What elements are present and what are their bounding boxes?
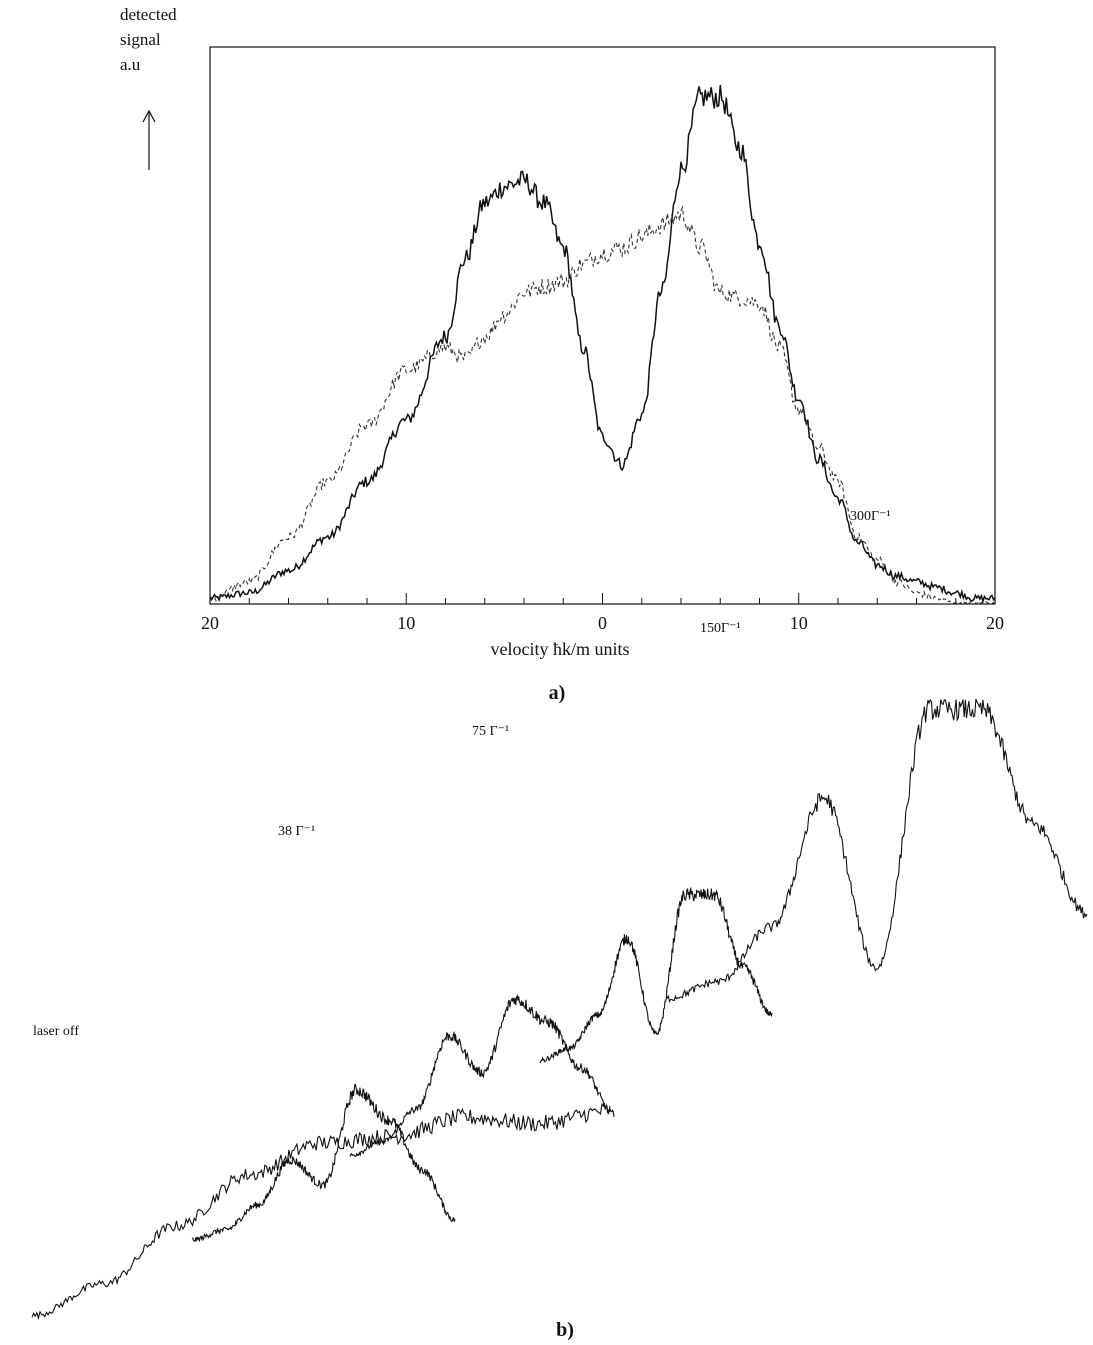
waterfall-trace — [539, 886, 773, 1064]
x-tick-label: 20 — [986, 613, 1004, 633]
waterfall-trace — [349, 993, 615, 1158]
y-axis-label-line-1: detected — [120, 5, 177, 24]
waterfall-series-group — [31, 698, 1088, 1321]
waterfall-trace — [31, 1102, 611, 1321]
panel-b-chart: laser off 38 Γ⁻¹ 75 Γ⁻¹ 150Γ⁻¹ 300Γ⁻¹ b) — [31, 509, 1088, 1341]
waterfall-trace — [665, 698, 1088, 1003]
series-line-solid — [209, 85, 996, 605]
trace-label-150: 150Γ⁻¹ — [700, 621, 741, 636]
trace-label-laser-off: laser off — [33, 1024, 79, 1039]
y-axis-label-line-3: a.u — [120, 55, 141, 74]
y-axis-label-line-2: signal — [120, 30, 161, 49]
panel-a-chart: detected signal a.u 20 10 0 10 20 velocity ħ… — [120, 5, 1004, 704]
x-axis-label: velocity ħk/m units — [491, 639, 630, 659]
series-line-dashed — [209, 205, 995, 605]
x-axis-tick-labels: 20 10 0 10 20 — [201, 613, 1004, 633]
series-group — [209, 85, 996, 605]
trace-label-38: 38 Γ⁻¹ — [278, 824, 315, 839]
up-arrow-icon — [142, 109, 156, 170]
panel-a-label: a) — [549, 682, 566, 704]
x-tick-label: 20 — [201, 613, 219, 633]
trace-label-75: 75 Γ⁻¹ — [472, 724, 509, 739]
x-tick-label: 10 — [397, 613, 415, 633]
x-tick-label: 0 — [598, 613, 607, 633]
x-tick-label: 10 — [790, 613, 808, 633]
waterfall-trace — [191, 1083, 456, 1242]
x-axis-ticks — [209, 593, 996, 604]
trace-label-300: 300Γ⁻¹ — [850, 509, 891, 524]
panel-b-label: b) — [556, 1319, 574, 1341]
